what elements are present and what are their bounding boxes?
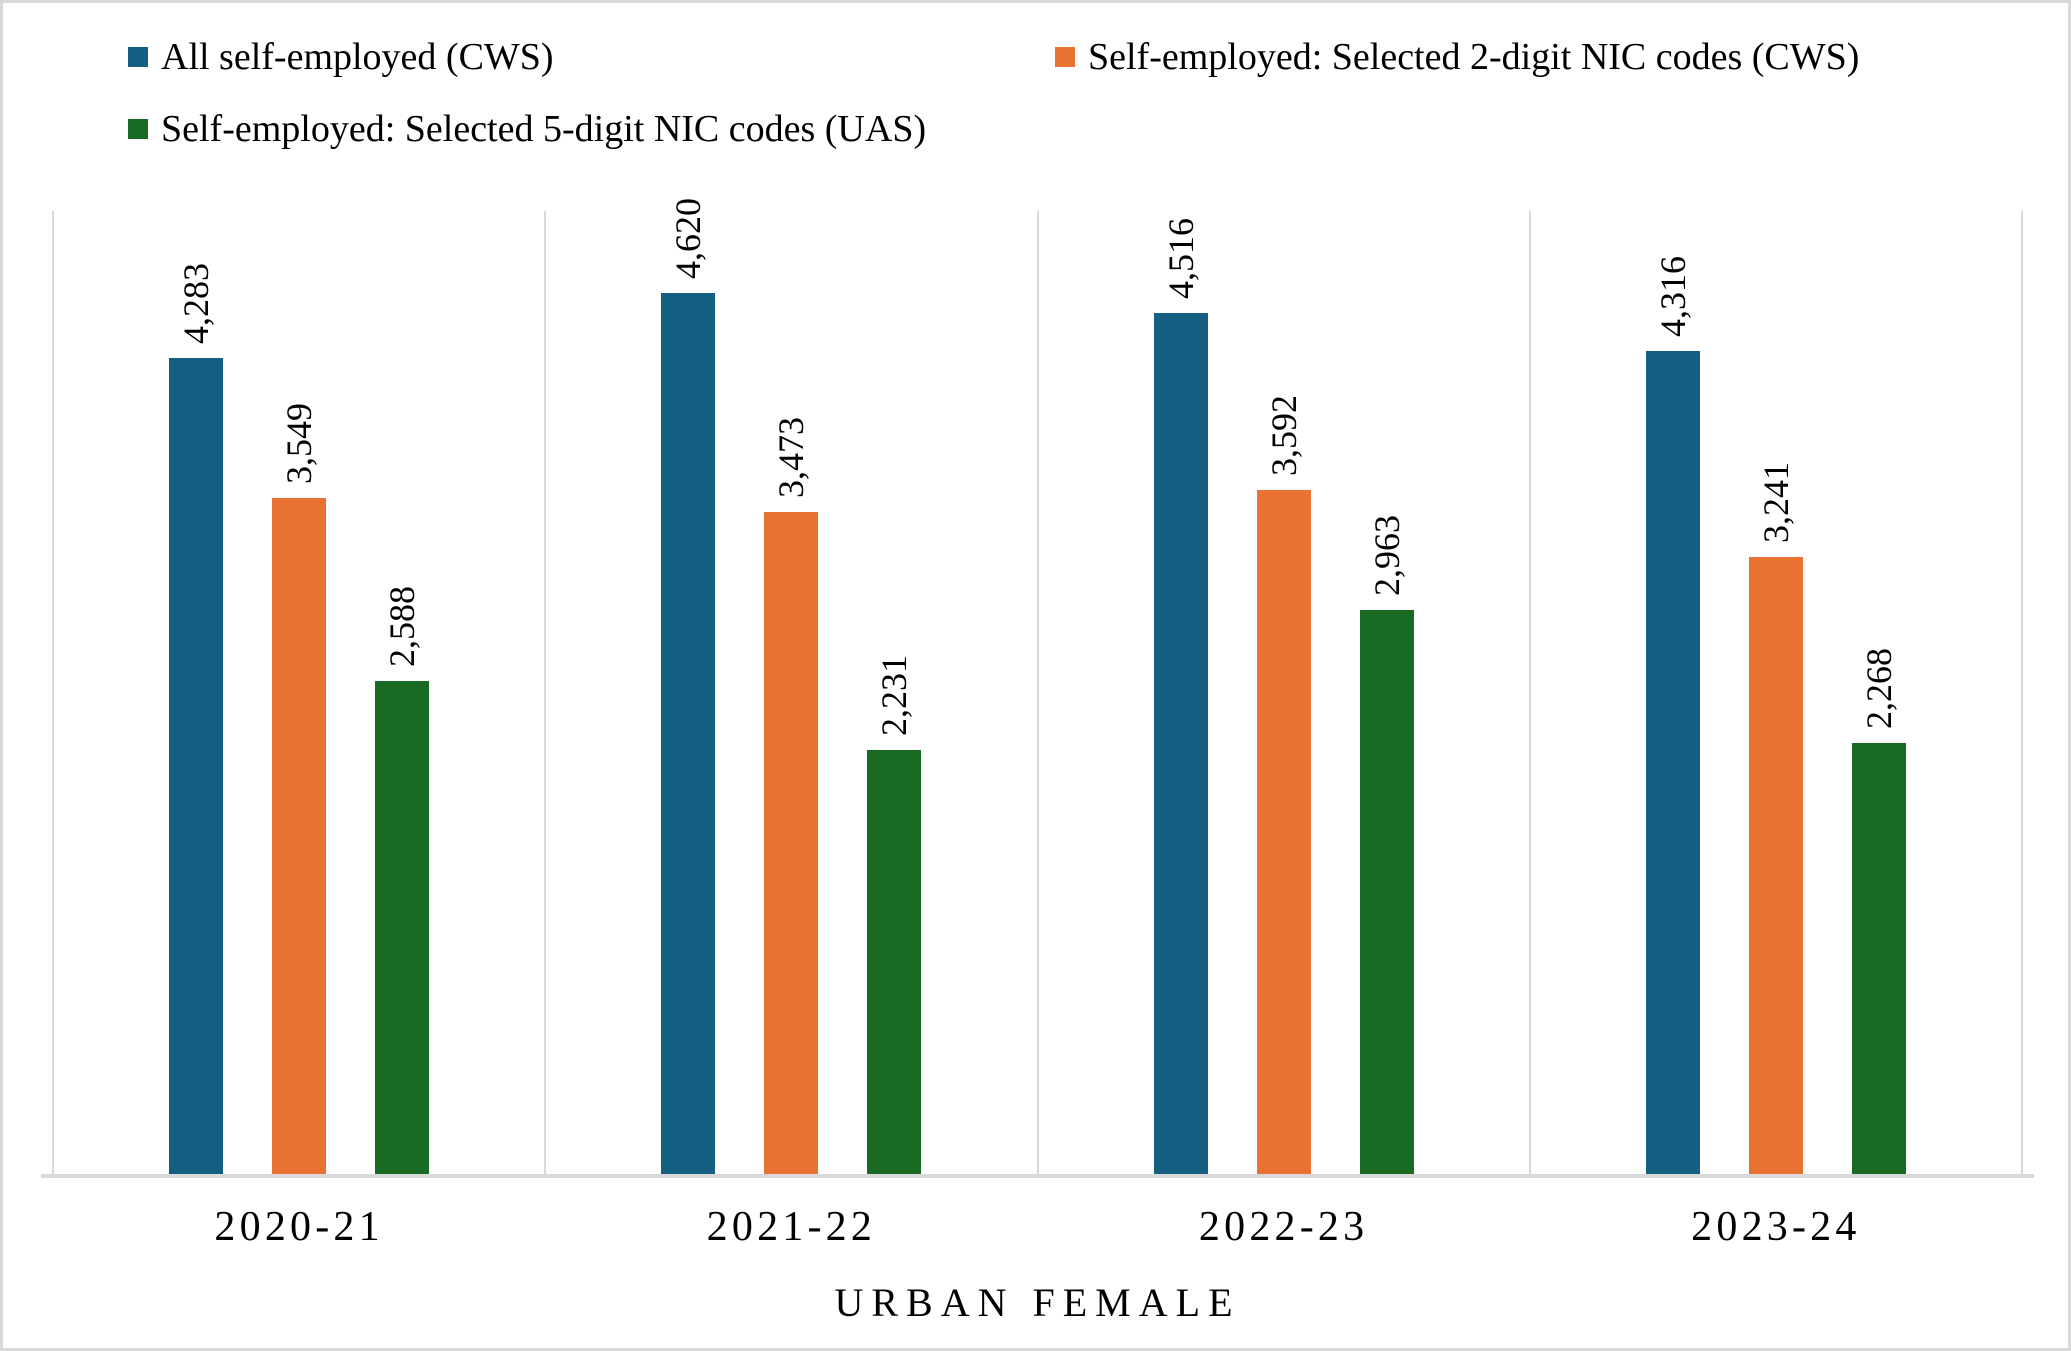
bar-value-label: 4,316	[1652, 256, 1693, 338]
bar	[764, 512, 819, 1176]
legend-item: Self-employed: Selected 2-digit NIC code…	[1055, 35, 1859, 79]
bar	[1256, 489, 1311, 1176]
bar-value-label: 3,241	[1755, 461, 1796, 543]
bar	[169, 357, 224, 1176]
category-separator-gridline	[2021, 211, 2023, 1176]
bar	[1153, 313, 1208, 1176]
bar	[1359, 609, 1414, 1176]
bar	[867, 749, 922, 1176]
legend-swatch-blue-icon	[128, 47, 148, 67]
legend-label: Self-employed: Selected 2-digit NIC code…	[1088, 36, 1860, 78]
legend-swatch-green-icon	[128, 119, 148, 139]
category-label: 2021-22	[706, 1204, 877, 1250]
category-separator-gridline	[1036, 211, 1039, 1176]
bar	[661, 293, 716, 1176]
legend-label: Self-employed: Selected 5-digit NIC code…	[161, 108, 927, 150]
bar	[272, 497, 327, 1176]
bar-value-label: 4,620	[668, 198, 709, 280]
bar-value-label: 3,549	[279, 402, 320, 484]
bar	[1748, 556, 1803, 1176]
bar-value-label: 3,592	[1263, 394, 1304, 476]
x-axis-line	[41, 1174, 2034, 1178]
bar	[375, 681, 430, 1176]
x-axis-title: URBAN FEMALE	[834, 1280, 1241, 1325]
legend-item: Self-employed: Selected 5-digit NIC code…	[128, 107, 926, 151]
bar-value-label: 2,963	[1366, 514, 1407, 596]
bar-value-label: 4,516	[1160, 218, 1201, 300]
bar	[1851, 742, 1906, 1176]
category-separator-gridline	[544, 211, 547, 1176]
bar-value-label: 3,473	[771, 417, 812, 499]
legend-swatch-orange-icon	[1055, 47, 1075, 67]
category-label: 2022-23	[1198, 1204, 1369, 1250]
category-label: 2023-24	[1691, 1204, 1861, 1250]
bar-value-label: 4,283	[176, 262, 217, 344]
legend-item: All self-employed (CWS)	[128, 35, 554, 79]
bar-value-label: 2,231	[874, 654, 915, 736]
category-label: 2020-21	[214, 1204, 384, 1250]
category-separator-gridline	[52, 211, 54, 1176]
bar-value-label: 2,588	[382, 586, 423, 668]
bar-value-label: 2,268	[1858, 647, 1899, 729]
legend-label: All self-employed (CWS)	[161, 36, 554, 78]
category-separator-gridline	[1528, 211, 1531, 1176]
bar	[1645, 351, 1700, 1176]
